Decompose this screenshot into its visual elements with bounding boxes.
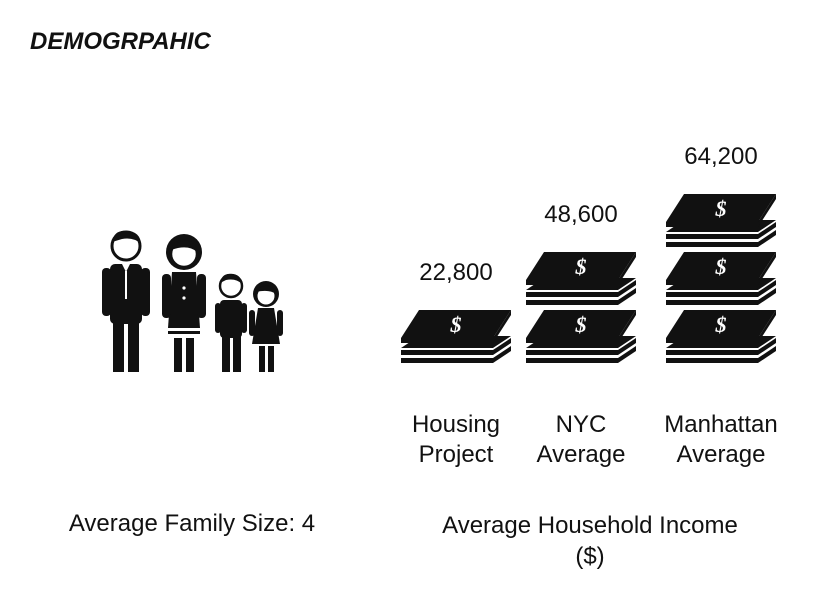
category-label: Average bbox=[677, 441, 766, 468]
value-label: 22,800 bbox=[419, 259, 492, 286]
girl-figure bbox=[249, 281, 283, 372]
money-stack-icon bbox=[666, 310, 776, 363]
category-label: Housing bbox=[412, 411, 500, 438]
family-icon bbox=[102, 230, 283, 372]
family-size-caption: Average Family Size: 4 bbox=[68, 510, 316, 537]
father-figure bbox=[102, 230, 150, 372]
money-stack-icon bbox=[666, 252, 776, 305]
money-stack-icon bbox=[666, 194, 776, 247]
mother-figure bbox=[162, 234, 206, 372]
category-label: Project bbox=[419, 441, 494, 468]
money-stack-icon bbox=[401, 310, 511, 363]
category-label: NYC bbox=[556, 411, 607, 438]
value-label: 48,600 bbox=[544, 201, 617, 228]
money-stack-icon bbox=[526, 252, 636, 305]
page-title: DEMOGRPAHIC bbox=[30, 28, 211, 55]
value-label: 64,200 bbox=[684, 143, 757, 170]
money-stack-icon bbox=[526, 310, 636, 363]
boy-figure bbox=[215, 273, 247, 372]
income-caption: Average Household Income ($) bbox=[442, 512, 738, 570]
category-label: Manhattan bbox=[664, 411, 777, 438]
category-label: Average bbox=[537, 441, 626, 468]
